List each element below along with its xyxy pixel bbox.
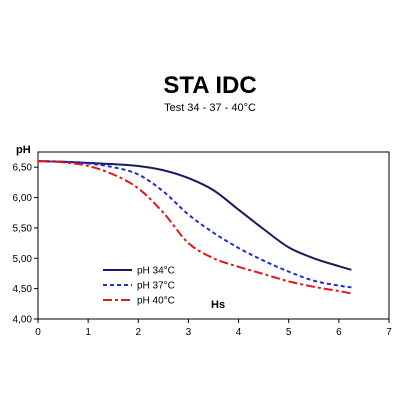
legend-label-1: pH 34°C	[137, 266, 175, 277]
x-tick-label: 0	[35, 327, 41, 338]
y-tick-label: 4,50	[13, 284, 33, 295]
y-tick-label: 6,00	[13, 193, 33, 204]
x-tick-label: 7	[386, 327, 392, 338]
plot-area-frame	[38, 152, 389, 319]
y-tick-label: 6,50	[13, 163, 33, 174]
legend-label-3: pH 40°C	[137, 296, 175, 307]
y-axis-label: pH	[16, 144, 31, 156]
x-tick-label: 3	[186, 327, 192, 338]
x-ticks: 0 1 2 3 4 5 6 7	[35, 319, 392, 338]
x-tick-label: 1	[85, 327, 91, 338]
y-tick-label: 5,00	[13, 254, 33, 265]
x-tick-label: 6	[336, 327, 342, 338]
x-tick-label: 2	[136, 327, 142, 338]
y-tick-label: 4,00	[13, 315, 33, 326]
y-ticks: 4,00 4,50 5,00 5,50 6,00 6,50	[13, 163, 38, 326]
y-tick-label: 5,50	[13, 223, 33, 234]
x-axis-label: Hs	[211, 299, 225, 311]
x-tick-label: 4	[236, 327, 242, 338]
legend-label-2: pH 37°C	[137, 281, 175, 292]
x-tick-label: 5	[286, 327, 292, 338]
